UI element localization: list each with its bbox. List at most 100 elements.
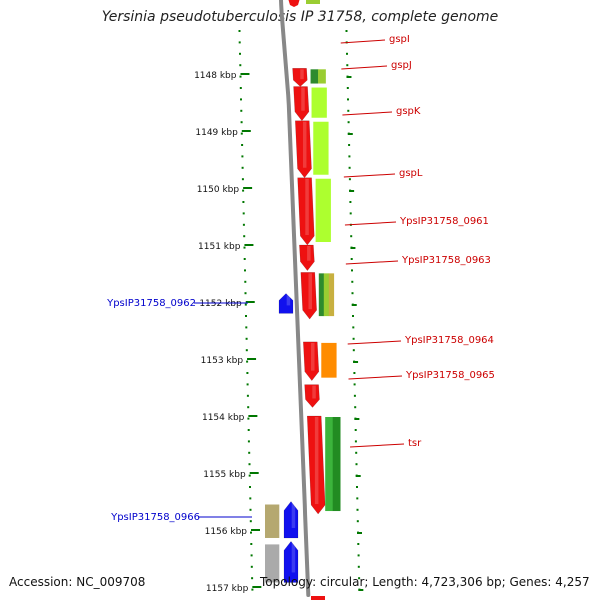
minor-tick (246, 372, 249, 374)
minor-tick (239, 87, 242, 89)
minor-tick (250, 565, 253, 568)
minor-tick (242, 189, 245, 192)
minor-tick (354, 429, 357, 431)
minor-tick (239, 75, 242, 78)
minor-tick (244, 269, 246, 272)
gene-ypsip31758-0965[interactable] (304, 384, 320, 408)
gene-ypsip31758-0962[interactable] (278, 293, 294, 314)
gene-label-gspj[interactable]: gspJ (391, 60, 412, 71)
minor-tick (346, 64, 349, 67)
minor-tick (247, 417, 250, 420)
minor-tick (241, 155, 244, 158)
minor-tick (241, 178, 244, 181)
gene-label-ypsip31758-0966[interactable]: YpsIP31758_0966 (110, 512, 200, 523)
minor-tick (246, 360, 249, 363)
accession-label: Accession: NC_009708 (9, 575, 146, 589)
gene-highlight (305, 178, 309, 235)
minor-tick (250, 531, 252, 534)
minor-tick (240, 109, 243, 112)
minor-tick (240, 121, 243, 124)
conservation-bar (321, 342, 337, 378)
minor-tick (247, 440, 250, 443)
gene-highlight (308, 273, 313, 310)
gene-gspk[interactable] (295, 120, 312, 179)
gene-label-tsr[interactable]: tsr (408, 438, 422, 449)
gene-label-leader (340, 39, 386, 44)
conservation-bar (325, 417, 333, 512)
gene-label-ypsip31758-0961[interactable]: YpsIP31758_0961 (399, 216, 489, 227)
conservation-bar (318, 69, 326, 84)
minor-tick (353, 383, 356, 386)
minor-tick (245, 337, 248, 340)
conservation-bar (318, 273, 325, 317)
gene-label-ypsip31758-0962[interactable]: YpsIP31758_0962 (106, 298, 196, 309)
kbp-tick-label: 1149 kbp (195, 128, 238, 138)
minor-tick (345, 30, 348, 32)
minor-tick (354, 440, 357, 443)
kbp-tick-label: 1151 kbp (198, 242, 241, 252)
gene-partial[interactable] (287, 0, 301, 7)
kbp-tick-label: 1157 kbp (206, 584, 249, 594)
minor-tick (245, 315, 247, 317)
minor-tick (246, 394, 249, 397)
gene-label-leader (347, 340, 402, 345)
gene-label-ypsip31758-0965[interactable]: YpsIP31758_0965 (405, 370, 495, 381)
genome-title: Yersinia pseudotuberculosis IP 31758, co… (101, 9, 499, 25)
gene-label-gspl[interactable]: gspL (399, 168, 423, 179)
gene-ypsip31758-0961[interactable] (299, 244, 315, 272)
minor-tick (349, 201, 352, 203)
minor-tick (346, 87, 349, 89)
gene-ypsip31758-0966[interactable] (283, 501, 299, 539)
minor-tick (353, 394, 356, 397)
genome-backbone (278, 0, 311, 597)
gene-tsr[interactable] (306, 415, 326, 515)
minor-tick (245, 326, 248, 329)
gene-gspi[interactable] (292, 68, 308, 87)
gene-partial[interactable] (311, 596, 325, 600)
kbp-tick-label: 1152 kbp (199, 299, 242, 309)
minor-tick (241, 144, 244, 146)
conservation-bar (315, 178, 331, 242)
gene-label-ypsip31758-0963[interactable]: YpsIP31758_0963 (401, 255, 491, 266)
gene-label-leader (343, 173, 396, 178)
gene-highlight (300, 69, 304, 80)
minor-tick (243, 246, 246, 249)
gene-gspj[interactable] (293, 86, 310, 122)
minor-tick (243, 235, 246, 238)
minor-tick (251, 588, 254, 591)
gene-label-leader (348, 375, 403, 380)
minor-tick (245, 349, 248, 352)
gene-highlight (314, 417, 319, 505)
minor-tick (247, 429, 250, 431)
conservation-bar (310, 69, 319, 84)
conservation-bar (332, 417, 341, 512)
minor-tick (239, 64, 242, 67)
minor-tick (355, 463, 358, 466)
gene-highlight (291, 502, 296, 528)
gene-label-gspk[interactable]: gspK (396, 106, 421, 117)
minor-tick (249, 497, 252, 500)
gene-label-ypsip31758-0964[interactable]: YpsIP31758_0964 (404, 335, 494, 346)
minor-tick (239, 52, 241, 55)
gene-label-gspi[interactable]: gspI (389, 34, 410, 45)
gene-highlight (310, 342, 315, 371)
minor-tick (243, 258, 246, 260)
minor-tick (247, 406, 250, 409)
minor-tick (350, 235, 353, 238)
kbp-tick-label: 1150 kbp (197, 185, 240, 195)
minor-tick (351, 280, 354, 283)
minor-tick (249, 520, 252, 523)
gene-ypsip31758-0964[interactable] (303, 341, 320, 382)
minor-tick (357, 554, 360, 557)
minor-tick (248, 474, 251, 477)
minor-tick (249, 486, 251, 488)
minor-tick (242, 212, 245, 215)
gene-gspl[interactable] (297, 177, 315, 246)
conservation-bar (313, 121, 329, 175)
minor-tick (248, 463, 251, 466)
conservation-partial (306, 0, 320, 4)
kbp-tick-label: 1155 kbp (203, 470, 246, 480)
gene-unnamed[interactable] (283, 540, 299, 583)
gene-ypsip31758-0963[interactable] (300, 272, 317, 320)
